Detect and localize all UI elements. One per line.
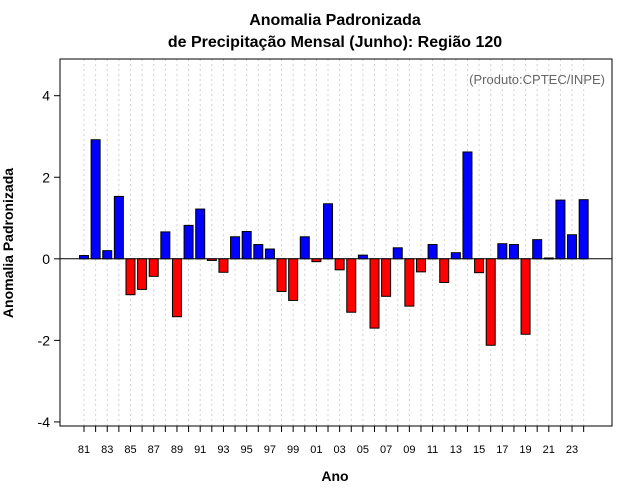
x-tick-label: 15: [473, 444, 485, 456]
x-tick-label: 95: [241, 444, 253, 456]
bar-12: 12: -0.58: [439, 258, 450, 283]
bar-08: 08: 0.27: [392, 247, 403, 260]
x-tick-label: 85: [124, 444, 136, 456]
bar-81: 81: 0.08: [79, 255, 89, 260]
chart-title: Anomalia Padronizada: [249, 12, 421, 29]
plot-frame: [59, 58, 613, 427]
credit-text: (Produto:CPTEC/INPE): [469, 72, 605, 87]
x-tick-label: 03: [334, 444, 346, 456]
bar-01: 01: -0.07: [311, 258, 322, 263]
bar-82: 82: 2.92: [90, 139, 101, 260]
bar-00: 00: 0.54: [299, 236, 310, 260]
x-axis-title: Ano: [321, 468, 348, 484]
bar-93: 93: -0.33: [218, 258, 229, 273]
bars: 81: 0.0882: 2.9283: 0.284: 1.5385: -0.88…: [79, 139, 589, 346]
x-tick-label: 83: [101, 444, 113, 456]
bar-05: 05: 0.09: [357, 254, 368, 260]
bar-95: 95: 0.67: [241, 230, 252, 260]
x-tick-label: 11: [427, 444, 438, 456]
x-tick-label: 01: [310, 444, 322, 456]
x-tick-label: 91: [194, 444, 206, 456]
x-tick-label: 89: [171, 444, 183, 456]
bar-94: 94: 0.54: [230, 236, 241, 260]
bar-11: 11: 0.35: [427, 244, 438, 260]
x-tick-label: 97: [264, 444, 276, 456]
bar-88: 88: 0.66: [160, 231, 171, 260]
x-tick-label: 09: [403, 444, 415, 456]
bar-10: 10: -0.32: [415, 258, 426, 273]
bar-92: 92: -0.04: [206, 258, 217, 261]
bar-13: 13: 0.15: [450, 252, 461, 260]
x-tick-label: 99: [287, 444, 299, 456]
bar-97: 97: 0.24: [264, 248, 275, 260]
y-tick-label: 0: [42, 251, 50, 267]
bar-89: 89: -1.42: [171, 258, 182, 318]
bar-98: 98: -0.8: [276, 258, 287, 292]
bar-04: 04: -1.31: [346, 258, 357, 313]
bar-02: 02: 1.35: [323, 203, 334, 260]
x-tick-label: 07: [380, 444, 392, 456]
bar-91: 91: 1.22: [195, 208, 206, 260]
x-tick-label: 87: [148, 444, 160, 456]
y-tick-label: -4: [38, 414, 51, 430]
x-tick-label: 05: [357, 444, 369, 456]
x-axis: 81 83 85 87 89 91 93 95 97 99 01 03 05 07 09 11 13 15 17 19…: [78, 426, 585, 456]
y-tick-label: 2: [42, 169, 50, 185]
bar-16: 16: -2.12: [485, 258, 496, 346]
bar-99: 99: -1.02: [288, 258, 299, 301]
bar-20: 20: 0.47: [532, 239, 543, 260]
y-tick-label: 4: [42, 88, 50, 104]
y-axis-title: Anomalia Padronizada: [0, 168, 16, 318]
bar-19: 19: -1.85: [520, 258, 531, 335]
bar-21: 21: 0.02: [543, 257, 554, 260]
bar-23: 23: 0.59: [567, 234, 578, 260]
bar-03: 03: -0.27: [334, 258, 345, 271]
bar-14: 14: 2.62: [462, 151, 473, 260]
x-tick-label: 17: [496, 444, 508, 456]
bar-90: 90: 0.82: [183, 224, 194, 260]
bar-86: 86: -0.75: [137, 258, 148, 290]
x-tick-label: 93: [217, 444, 229, 456]
bar-17: 17: 0.37: [497, 243, 508, 260]
x-tick-label: 13: [450, 444, 462, 456]
bar-84: 84: 1.53: [113, 195, 124, 260]
bar-15: 15: -0.34: [474, 258, 485, 274]
bar-18: 18: 0.35: [508, 244, 519, 260]
y-tick-label: -2: [38, 332, 51, 348]
x-tick-label: 21: [543, 444, 555, 456]
bar-09: 09: -1.16: [404, 258, 415, 307]
y-axis: -4 -2 0 2 4: [38, 88, 60, 430]
bar-06: 06: -1.7: [369, 258, 380, 329]
bar-07: 07: -0.92: [381, 258, 392, 297]
x-tick-label: 23: [566, 444, 578, 456]
x-tick-label: 81: [78, 444, 90, 456]
bar-24: 24: 1.45: [578, 199, 589, 260]
bar-22: 22: 1.44: [555, 199, 566, 260]
bar-85: 85: -0.88: [125, 258, 136, 296]
x-tick-label: 19: [519, 444, 531, 456]
chart-subtitle: de Precipitação Mensal (Junho): Região 1…: [168, 34, 502, 51]
gridlines: [83, 59, 585, 426]
bar-96: 96: 0.35: [253, 244, 264, 260]
bar-87: 87: -0.43: [148, 258, 159, 277]
bar-83: 83: 0.2: [102, 250, 113, 260]
